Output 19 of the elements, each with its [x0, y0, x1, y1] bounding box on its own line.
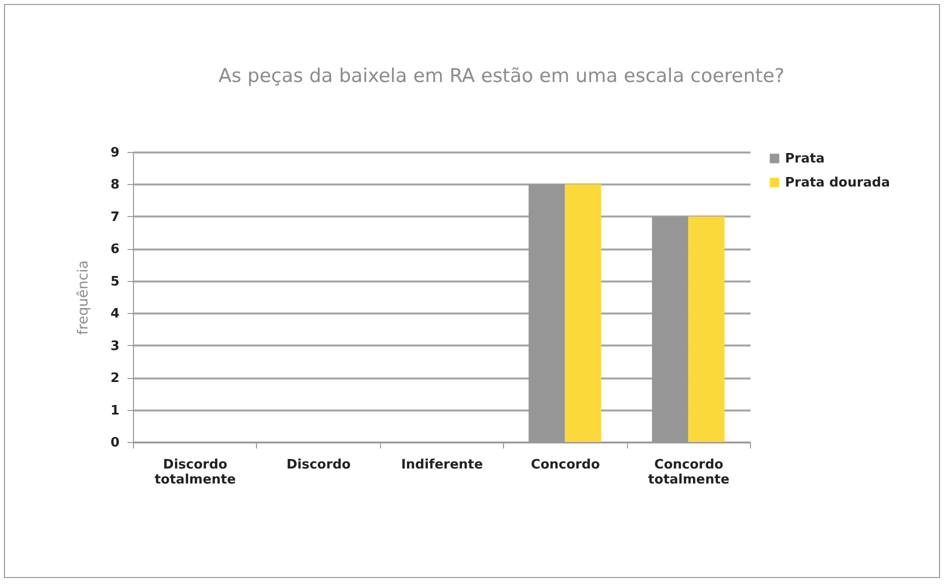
- x-tick-label: Discordo: [286, 458, 351, 472]
- y-tick-label: 4: [110, 306, 120, 322]
- y-tick-label: 9: [110, 146, 120, 160]
- y-tick-label: 2: [110, 371, 120, 386]
- y-tick-label: 7: [110, 210, 120, 225]
- x-tick-label: Concordo: [530, 458, 600, 472]
- legend-label: Prata: [785, 152, 825, 166]
- x-tick-label: Indiferente: [401, 458, 484, 472]
- y-tick-label: 3: [110, 338, 120, 354]
- y-axis-title: frequência: [75, 260, 92, 335]
- y-tick-label: 1: [110, 403, 120, 418]
- x-tick-label: Discordo totalmente: [154, 458, 236, 488]
- y-tick-label: 6: [110, 242, 120, 258]
- legend-label: Prata dourada: [785, 176, 890, 190]
- x-tick-label: Concordo totalmente: [648, 458, 730, 488]
- y-tick-label: 8: [110, 178, 120, 193]
- y-tick-label: 0: [110, 436, 120, 450]
- chart-title: As peças da baixela em RA estão em uma escala coerente?: [218, 65, 785, 87]
- y-tick-label: 5: [110, 274, 120, 290]
